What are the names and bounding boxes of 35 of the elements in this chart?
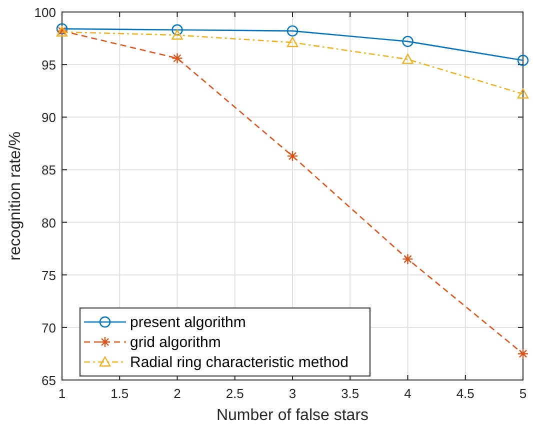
point (172, 52, 183, 64)
point (286, 150, 298, 162)
point (517, 88, 529, 99)
y-axis-title: recognition rate/% (7, 132, 24, 260)
point (56, 23, 68, 34)
y-tick-label: 75 (42, 268, 56, 283)
point (172, 24, 183, 36)
y-tick-label: 85 (42, 162, 56, 178)
point (402, 253, 414, 265)
y-tick-label: 70 (42, 320, 56, 336)
point (517, 54, 529, 66)
legend-label: present algorithm (130, 314, 246, 331)
x-tick-label: 2 (174, 386, 181, 401)
legend-label: Radial ring characteristic method (130, 354, 348, 371)
point (402, 54, 414, 64)
point (286, 25, 298, 37)
x-tick-label: 2.5 (226, 386, 244, 401)
x-tick-label: 4.5 (456, 386, 474, 401)
legend-label: grid algorithm (130, 334, 221, 351)
x-tick-label: 3.5 (341, 386, 360, 401)
x-tick-label: 1 (58, 386, 66, 401)
y-tick-label: 95 (42, 58, 56, 73)
x-tick-label: 1.5 (110, 386, 129, 401)
x-tick-label: 4 (404, 386, 412, 401)
y-tick-label: 100 (34, 5, 56, 20)
point (402, 36, 414, 48)
point (517, 348, 529, 360)
x-tick-label: 3 (288, 386, 296, 401)
x-axis-title: Number of false stars (216, 407, 369, 424)
y-tick-label: 80 (42, 215, 56, 230)
y-tick-label: 65 (42, 373, 56, 388)
point (286, 36, 298, 48)
point (172, 30, 183, 40)
x-tick-label: 5 (519, 386, 527, 401)
y-tick-label: 90 (42, 110, 56, 126)
